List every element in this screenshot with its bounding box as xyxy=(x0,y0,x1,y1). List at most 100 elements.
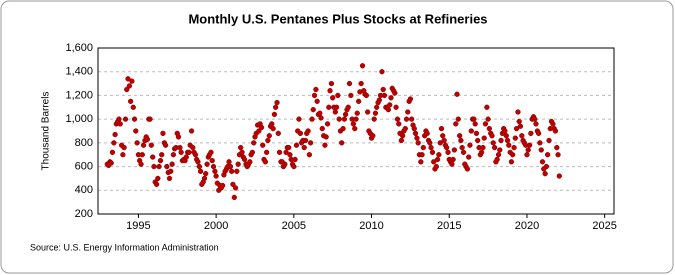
point xyxy=(196,163,202,170)
point xyxy=(151,163,157,170)
y-tick-label: 400 xyxy=(75,184,93,196)
point xyxy=(134,140,140,146)
point xyxy=(418,159,424,165)
point xyxy=(333,104,340,110)
point xyxy=(313,86,319,93)
y-tick-label: 1,600 xyxy=(65,42,93,54)
point xyxy=(177,144,183,151)
point xyxy=(201,175,208,182)
point xyxy=(437,140,443,146)
point xyxy=(498,137,504,144)
point xyxy=(372,110,379,116)
point xyxy=(122,116,129,122)
point xyxy=(429,149,436,155)
y-tick-label: 1,200 xyxy=(65,89,93,101)
source: Source: U.S. Energy Information Administ… xyxy=(30,242,219,252)
point xyxy=(326,104,332,110)
y-tick-label: 800 xyxy=(75,137,93,149)
point xyxy=(554,144,560,151)
point xyxy=(543,163,550,170)
point xyxy=(155,175,161,182)
point xyxy=(258,124,265,131)
point xyxy=(209,157,215,164)
point xyxy=(451,147,458,153)
point xyxy=(420,144,426,151)
point xyxy=(440,133,446,139)
point xyxy=(271,111,278,118)
point xyxy=(550,121,556,127)
point xyxy=(433,163,440,170)
point xyxy=(424,130,430,137)
point xyxy=(486,125,493,132)
x-tick-label: 2010 xyxy=(359,220,383,232)
point xyxy=(475,137,481,144)
point xyxy=(491,144,498,151)
point xyxy=(138,161,144,167)
point xyxy=(330,95,336,101)
point xyxy=(457,133,463,139)
point xyxy=(392,90,398,96)
point xyxy=(438,125,445,132)
point xyxy=(282,161,288,167)
point xyxy=(265,137,271,144)
y-tick-label: 200 xyxy=(75,208,93,220)
point xyxy=(443,144,450,151)
point xyxy=(398,137,405,144)
point xyxy=(533,121,539,127)
point xyxy=(484,104,490,110)
point xyxy=(175,134,182,140)
point xyxy=(473,130,480,137)
point xyxy=(322,142,328,148)
point xyxy=(387,102,393,108)
point xyxy=(454,91,460,97)
point xyxy=(235,161,241,167)
point xyxy=(525,147,531,153)
point xyxy=(428,144,434,151)
point xyxy=(302,137,309,144)
point xyxy=(399,133,406,139)
point xyxy=(319,125,325,132)
point xyxy=(178,149,184,155)
point xyxy=(415,140,421,146)
point xyxy=(241,156,248,163)
point xyxy=(212,168,218,174)
point xyxy=(112,131,118,138)
y-tick-label: 1,000 xyxy=(65,113,93,125)
y-tick-label: 1,400 xyxy=(65,66,93,78)
point xyxy=(388,95,394,101)
point xyxy=(511,144,517,151)
point xyxy=(197,168,204,174)
point xyxy=(376,97,382,103)
point xyxy=(140,142,147,148)
point xyxy=(310,107,316,113)
point xyxy=(186,149,192,155)
point xyxy=(188,128,195,134)
x-tick-label: 2000 xyxy=(204,220,228,232)
point xyxy=(183,154,189,160)
point xyxy=(144,136,151,142)
point xyxy=(297,130,304,137)
point xyxy=(287,152,293,158)
point xyxy=(262,159,269,165)
point xyxy=(512,135,518,141)
point xyxy=(164,163,170,170)
point xyxy=(411,125,417,132)
point xyxy=(468,128,474,134)
point xyxy=(546,137,552,144)
point xyxy=(133,128,139,134)
x-tick-label: 2005 xyxy=(282,220,306,232)
point xyxy=(269,121,275,127)
point xyxy=(230,181,236,188)
point xyxy=(453,121,459,127)
y-axis-label: Thousand Barrels xyxy=(41,92,52,171)
point xyxy=(467,142,473,148)
point xyxy=(407,96,414,102)
point xyxy=(108,160,114,166)
point xyxy=(503,133,509,139)
point xyxy=(481,135,487,141)
point xyxy=(336,116,342,122)
point xyxy=(371,116,377,122)
point xyxy=(365,109,371,115)
point xyxy=(232,185,239,191)
